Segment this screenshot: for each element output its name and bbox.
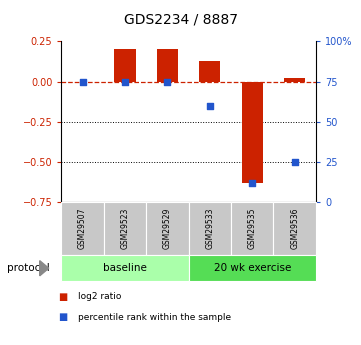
Text: protocol: protocol (7, 263, 50, 273)
Point (207, 103, 213, 108)
Point (80, 79, 86, 84)
Bar (114, 49, 136, 81)
Point (292, 159, 297, 165)
Bar (242, 81, 263, 183)
Text: baseline: baseline (103, 263, 147, 273)
Bar (157, 49, 178, 81)
Text: log2 ratio: log2 ratio (78, 292, 121, 301)
Text: GDS2234 / 8887: GDS2234 / 8887 (123, 12, 238, 26)
Text: GSM29529: GSM29529 (163, 208, 172, 249)
Text: ■: ■ (58, 313, 67, 322)
Point (249, 180, 255, 185)
Text: percentile rank within the sample: percentile rank within the sample (78, 313, 231, 322)
Text: GSM29523: GSM29523 (121, 208, 130, 249)
Text: 20 wk exercise: 20 wk exercise (214, 263, 291, 273)
Bar (199, 61, 221, 81)
Text: GSM29507: GSM29507 (78, 208, 87, 249)
Bar (284, 78, 305, 81)
Text: GSM29536: GSM29536 (290, 208, 299, 249)
Point (122, 79, 128, 84)
Text: GSM29535: GSM29535 (248, 208, 257, 249)
Polygon shape (40, 261, 49, 276)
Text: ■: ■ (58, 292, 67, 302)
Point (165, 79, 170, 84)
Text: GSM29533: GSM29533 (205, 208, 214, 249)
